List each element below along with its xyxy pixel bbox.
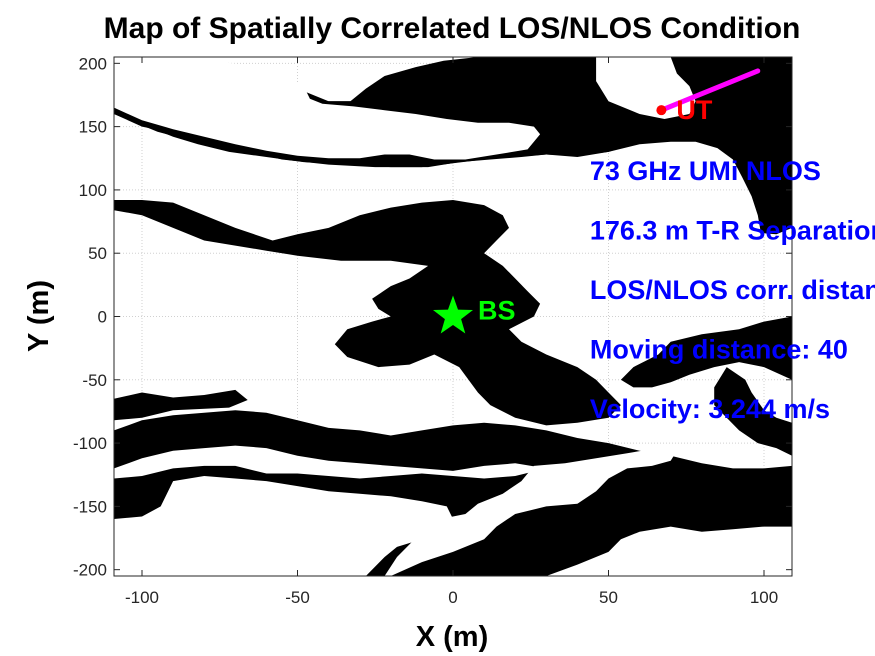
axis-ticks: -100 -50 0 50 100 200 150 100 50 0 -50 -100 -150 -200 — [73, 54, 792, 607]
ut-track-line — [658, 68, 761, 113]
region-nlos-7 — [114, 389, 248, 421]
y-tick-label-3: 50 — [88, 244, 107, 263]
chart-title: Map of Spatially Correlated LOS/NLOS Con… — [104, 12, 801, 45]
y-tick-label-8: -200 — [73, 561, 107, 580]
region-los-9 — [114, 476, 453, 576]
region-los-11 — [384, 448, 677, 576]
ut-label: UT — [676, 95, 712, 125]
x-tick-label-1: -50 — [285, 588, 310, 607]
x-tick-label-2: 0 — [448, 588, 457, 607]
region-los-12 — [546, 526, 792, 576]
bs-label: BS — [478, 296, 516, 326]
annotation-3: Moving distance: 40 — [590, 334, 848, 364]
annotation-1: 176.3 m T-R Separation — [590, 215, 875, 245]
annotations: BS UT 73 GHz UMi NLOS 176.3 m T-R Separatio… — [478, 95, 875, 424]
y-tick-label-7: -150 — [73, 497, 107, 516]
y-tick-label-2: 100 — [79, 181, 107, 200]
annotation-0: 73 GHz UMi NLOS — [590, 156, 821, 186]
y-tick-label-5: -50 — [82, 371, 107, 390]
los-nlos-map — [114, 57, 792, 576]
region-los-3 — [596, 57, 696, 119]
region-nlos-6 — [714, 367, 792, 456]
annotation-2: LOS/NLOS corr. distance — [590, 275, 875, 305]
x-tick-label-0: -100 — [125, 588, 159, 607]
region-nlos-4 — [114, 200, 621, 426]
region-los-2 — [114, 57, 541, 160]
overlay — [433, 68, 761, 334]
y-axis-label: Y (m) — [23, 280, 55, 352]
y-tick-label-6: -100 — [73, 434, 107, 453]
region-nlos-5 — [620, 316, 792, 388]
annotation-4: Velocity: 3.244 m/s — [590, 394, 830, 424]
x-tick-label-3: 50 — [599, 588, 618, 607]
x-axis-label: X (m) — [416, 621, 489, 653]
x-tick-label-4: 100 — [750, 588, 778, 607]
y-tick-label-0: 200 — [79, 54, 107, 73]
y-tick-label-4: 0 — [98, 308, 107, 327]
annotation-group: 73 GHz UMi NLOS 176.3 m T-R Separation LOS… — [590, 156, 875, 424]
ut-marker — [656, 105, 667, 116]
bs-star-marker — [433, 295, 473, 334]
y-tick-label-1: 150 — [79, 118, 107, 137]
region-los-10 — [114, 445, 547, 479]
